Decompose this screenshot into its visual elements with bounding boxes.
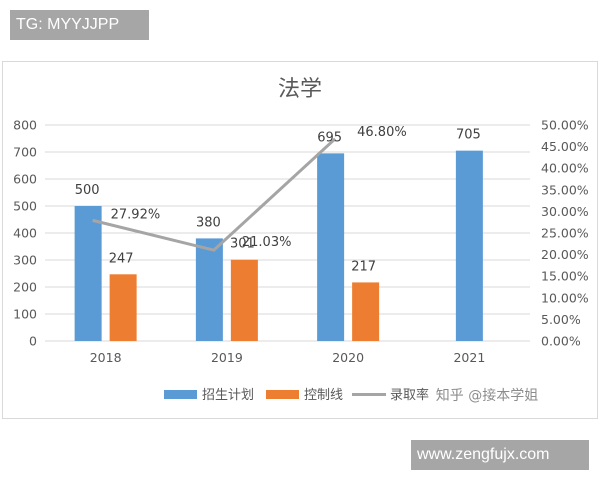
legend-label: 招生计划 [202,388,254,403]
bar-plan-label: 695 [317,130,342,145]
legend-swatch [266,390,299,399]
rate-label: 46.80% [357,125,407,140]
rate-label: 21.03% [242,235,292,250]
y-axis-right: 0.00% 5.00% 10.00% 15.00% 20.00% 25.00% 30.00%… [541,118,589,349]
y-tick-label: 700 [13,145,37,160]
bar-control [230,259,258,341]
y2-tick-label: 15.00% [541,269,589,284]
y-tick-label: 600 [13,172,37,187]
y2-tick-label: 20.00% [541,247,589,262]
x-tick-label: 2019 [211,350,243,365]
y-tick-label: 300 [13,253,37,268]
bar-control [109,274,137,341]
x-tick-label: 2018 [90,350,122,365]
x-tick-label: 2021 [453,350,485,365]
y2-tick-label: 0.00% [541,334,581,349]
y-tick-label: 0 [29,334,37,349]
y2-tick-label: 40.00% [541,161,589,176]
bar-control-label: 247 [109,251,134,266]
bar-control-label: 217 [351,259,376,274]
bar-series [74,150,483,341]
y2-tick-label: 35.00% [541,182,589,197]
y-tick-label: 500 [13,199,37,214]
x-tick-label: 2020 [332,350,364,365]
legend-label: 录取率 [390,387,429,403]
bar-plan [455,150,483,341]
chart-title: 法学 [278,77,322,102]
bar-control-label: 301 [230,237,255,252]
y2-tick-label: 50.00% [541,118,589,133]
y2-tick-label: 10.00% [541,290,589,305]
legend-swatch [164,390,197,399]
y-tick-label: 800 [13,118,37,133]
y-tick-label: 200 [13,280,37,295]
legend: 招生计划 控制线 录取率 [164,387,429,403]
line-series [92,137,337,252]
y2-tick-label: 25.00% [541,226,589,241]
y2-tick-label: 5.00% [541,312,581,327]
bar-control [352,282,380,341]
bar-plan [74,206,102,341]
legend-item: 录取率 [352,387,429,403]
zhihu-watermark: 知乎 @接本学姐 [436,387,538,404]
x-axis: 2018 2019 2020 2021 [90,350,486,365]
header-watermark-tag: TG: MYYJJPP [10,10,149,40]
rate-line [92,137,337,252]
bar-plan [195,238,223,341]
bar-plan-label: 500 [75,183,100,198]
bar-plan-label: 705 [456,128,481,143]
rate-label: 27.92% [111,207,161,222]
data-labels: 500 247 380 301 695 217 705 27.92% 21.03% 46.80% [75,125,481,275]
y-tick-label: 400 [13,226,37,241]
footer-watermark-tag: www.zengfujx.com [411,440,589,470]
y-axis-left: 0 100 200 300 400 500 600 700 800 [13,118,37,349]
y2-tick-label: 45.00% [541,139,589,154]
legend-item: 招生计划 [164,388,254,403]
legend-item: 控制线 [266,388,343,403]
legend-label: 控制线 [304,388,343,403]
y2-tick-label: 30.00% [541,204,589,219]
bar-plan [317,153,345,341]
bar-plan-label: 380 [196,215,221,230]
y-tick-label: 100 [13,307,37,322]
